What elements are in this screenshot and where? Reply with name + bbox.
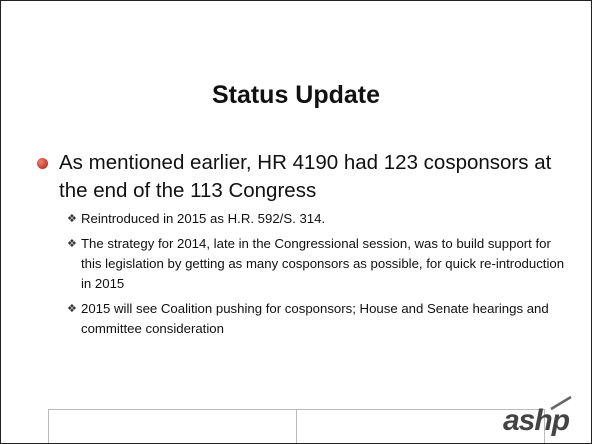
bullet: As mentioned earlier, HR 4190 had 123 co… xyxy=(35,149,565,205)
sub-bullet: Reintroduced in 2015 as H.R. 592/S. 314. xyxy=(35,209,565,229)
slide-title: Status Update xyxy=(211,81,381,109)
logo-swoosh xyxy=(550,395,572,411)
sub-list: Reintroduced in 2015 as H.R. 592/S. 314.… xyxy=(35,209,565,339)
footer-divider xyxy=(296,410,297,443)
footer-box xyxy=(48,409,545,443)
logo: ashp xyxy=(503,404,570,437)
sub-bullet: The strategy for 2014, late in the Congr… xyxy=(35,234,565,294)
slide-body: As mentioned earlier, HR 4190 had 123 co… xyxy=(35,149,565,344)
sub-bullet: 2015 will see Coalition pushing for cosp… xyxy=(35,299,565,339)
